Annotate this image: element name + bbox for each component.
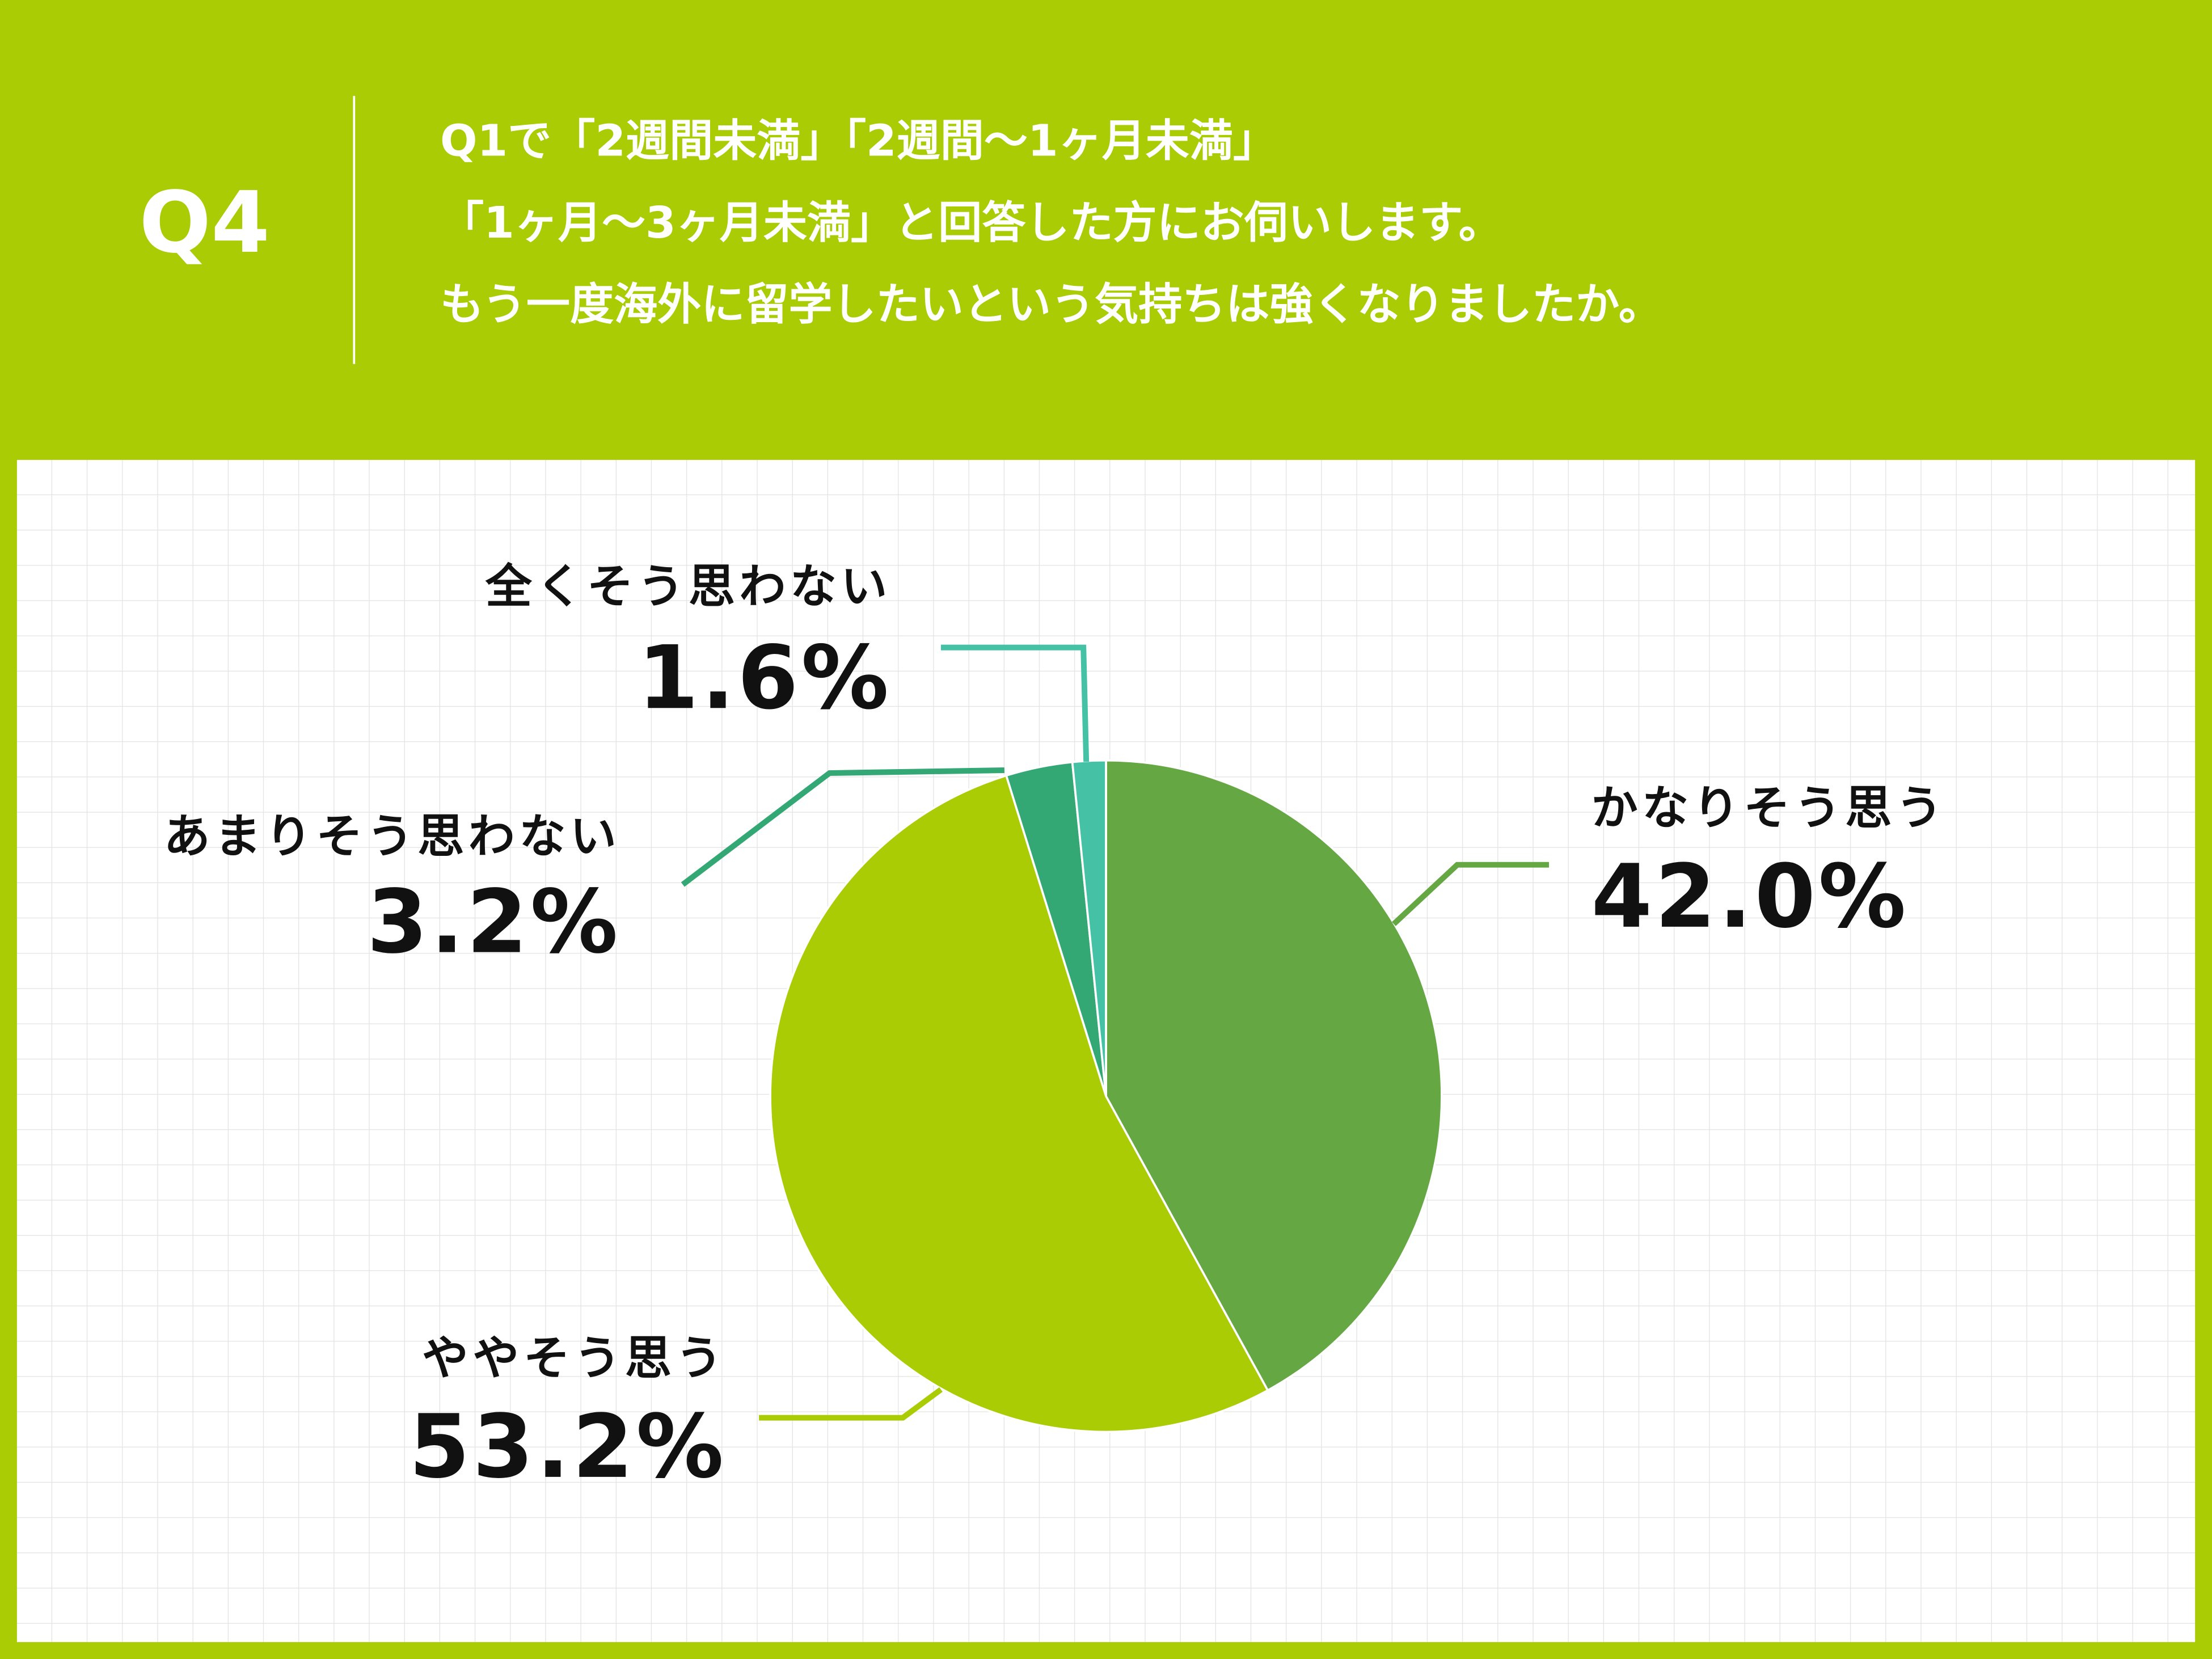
question-line: Q1で「2週間未満」「2週間〜1ヶ月未満」 [440,116,1277,167]
leader-line [759,1387,943,1421]
slice-label: ややそう思う [422,1332,727,1386]
value-label: 1.6% [638,627,892,729]
question-line: 「1ヶ月〜3ヶ月未満」と回答した方にお伺いします。 [440,197,1502,248]
slice-label: 全くそう思わない [485,560,892,614]
leader-line [681,767,1004,887]
leader-line [1392,862,1549,926]
pie-slice [1105,759,1443,1392]
value-label: 3.2% [367,872,621,973]
value-label: 42.0% [1592,846,1909,948]
leader-line [940,644,1090,762]
slice-label: あまりそう思わない [164,809,621,863]
pie-slice [769,774,1269,1433]
question-badge: Q4 [139,174,270,272]
pie-slice [1071,759,1107,1096]
value-label: 53.2% [409,1396,727,1498]
slice-label: かなりそう思う [1592,782,1947,835]
question-line: もう一度海外に留学したいという気持ちは強くなりましたか。 [440,279,1662,330]
